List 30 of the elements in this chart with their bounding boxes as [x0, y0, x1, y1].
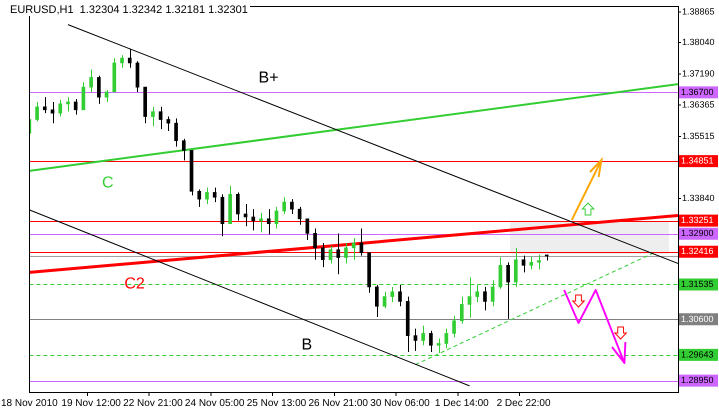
y-tick-label: 1.36365: [682, 99, 715, 110]
x-tick-label: 19 Nov 12:00: [61, 398, 122, 409]
ref-line-label: 1.30600: [681, 314, 714, 324]
chart-title: EURUSD,H1 1.32304 1.32342 1.32181 1.32301: [8, 4, 250, 16]
ref-line-label: 1.34851: [681, 156, 714, 166]
ref-line-label: 1.32416: [681, 246, 714, 256]
x-tick-label: 24 Nov 05:00: [184, 398, 245, 409]
y-tick-label: 1.38040: [682, 36, 715, 47]
x-tick-label: 2 Dec 22:00: [496, 398, 551, 409]
ref-line-label: 1.32900: [681, 228, 714, 238]
annotation: B: [301, 336, 312, 354]
x-tick-label: 26 Nov 21:00: [308, 398, 368, 409]
x-tick-label: 30 Nov 06:00: [370, 398, 430, 409]
annotation: C2: [124, 275, 145, 292]
y-tick-label: 1.33840: [682, 193, 715, 204]
annotation: C: [102, 174, 114, 192]
ref-line-label: 1.29643: [681, 349, 714, 360]
ref-line-label: 1.36700: [681, 86, 714, 97]
y-tick-label: 1.35515: [682, 130, 715, 141]
y-tick-label: 1.38865: [682, 6, 715, 16]
x-tick-label: 25 Nov 13:00: [246, 398, 307, 409]
candlestick: [244, 203, 248, 227]
y-tick-label: 1.37190: [682, 68, 715, 79]
ref-line-label: 1.33251: [681, 215, 714, 226]
ref-line-label: 1.31535: [681, 278, 714, 289]
x-tick-label: 18 Nov 2010: [0, 398, 58, 409]
annotation: B+: [258, 69, 279, 86]
x-tick-label: 22 Nov 21:00: [123, 398, 184, 409]
ref-line-label: 1.28950: [681, 375, 714, 386]
x-tick-label: 1 Dec 14:00: [434, 398, 490, 409]
